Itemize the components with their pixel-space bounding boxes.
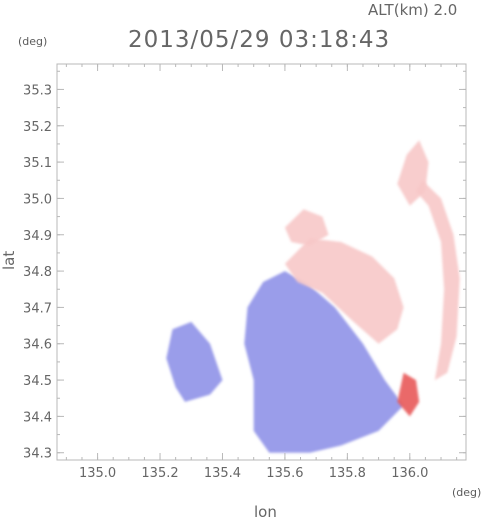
y-tick-label: 35.2 (23, 120, 52, 135)
y-tick-label: 34.7 (23, 301, 52, 316)
x-tick-label: 135.2 (141, 466, 178, 481)
velocity-field (166, 140, 460, 453)
x-tick-label: 136.0 (391, 466, 428, 481)
y-tick-label: 34.6 (23, 338, 52, 353)
x-tick-label: 135.6 (266, 466, 303, 481)
y-tick-label: 34.4 (23, 410, 52, 425)
region-pink-main (284, 238, 404, 344)
altitude-label: ALT(km) 2.0 (368, 1, 457, 19)
x-tick-label: 135.8 (329, 466, 366, 481)
y-tick-label: 34.9 (23, 229, 52, 244)
chart-title: 2013/05/29 03:18:43 (128, 27, 390, 53)
x-unit-label: (deg) (452, 486, 481, 499)
region-red-southeast (397, 372, 420, 417)
y-tick-label: 34.8 (23, 265, 52, 280)
y-tick-label: 35.3 (23, 83, 52, 98)
y-tick-label: 35.0 (23, 192, 52, 207)
plot-frame: 135.0 135.2 135.4 135.6 135.8 136.0 34.3 34.4 34… (23, 63, 467, 481)
y-tick-label: 34.3 (23, 447, 52, 462)
y-tick-label: 35.1 (23, 156, 52, 171)
region-pink-north (397, 140, 429, 206)
y-axis-label: lat (0, 251, 18, 270)
x-tick-label: 135.0 (79, 466, 116, 481)
region-pink-northwest (284, 209, 329, 246)
plot-border (56, 63, 467, 461)
region-blue-main (244, 271, 404, 453)
x-tick-label: 135.4 (204, 466, 241, 481)
x-axis-label: lon (254, 503, 277, 521)
y-unit-label: (deg) (18, 35, 47, 48)
region-pink-east-arc (416, 180, 460, 381)
region-blue-west (166, 321, 223, 402)
y-tick-label: 34.5 (23, 374, 52, 389)
